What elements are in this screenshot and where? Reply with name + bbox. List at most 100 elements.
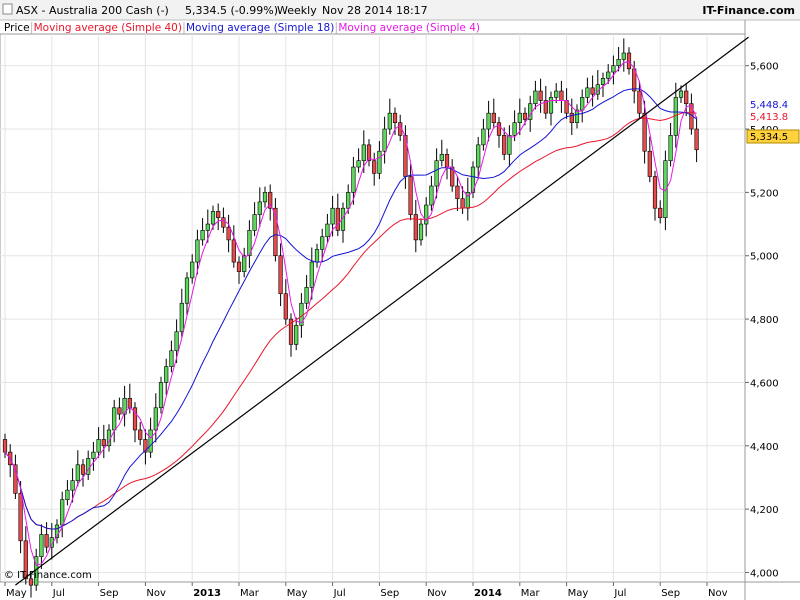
- candle-body: [538, 90, 543, 101]
- price-badge: 5,334.5: [746, 129, 800, 144]
- x-tick-label: Sep: [661, 588, 680, 599]
- badge-bg: [747, 110, 799, 123]
- candle-body: [325, 223, 330, 238]
- candle: [101, 424, 106, 459]
- candle: [444, 148, 450, 180]
- candle-body: [80, 464, 86, 475]
- y-tick-label: 4,400: [750, 442, 779, 453]
- candle: [122, 385, 127, 427]
- candle: [559, 80, 564, 113]
- candle-body: [91, 451, 96, 459]
- candle-body: [626, 52, 632, 70]
- candle: [647, 136, 652, 183]
- candle-body: [164, 366, 169, 383]
- candle: [304, 275, 309, 309]
- candle-body: [408, 176, 413, 215]
- badge-bg: [747, 98, 799, 111]
- candle: [54, 519, 60, 544]
- candle: [621, 38, 626, 72]
- candle: [569, 98, 574, 136]
- candle-body: [44, 534, 49, 548]
- candle-body: [75, 464, 80, 481]
- candle-body: [28, 578, 34, 586]
- candle-body: [678, 90, 684, 98]
- candle-body: [361, 144, 366, 162]
- candle-body: [330, 207, 335, 225]
- candle-body: [283, 293, 288, 320]
- candle-body: [366, 144, 372, 162]
- legend-item-0: Price: [4, 22, 30, 34]
- candle-body: [179, 302, 184, 333]
- candle-body: [684, 90, 689, 104]
- trendline-layer: [15, 36, 749, 586]
- candle-body: [559, 90, 564, 101]
- candle: [127, 383, 132, 414]
- candle: [283, 279, 288, 325]
- candle-body: [174, 331, 179, 352]
- candle: [580, 89, 585, 123]
- candle: [294, 317, 299, 351]
- candle: [455, 175, 460, 212]
- candle: [496, 116, 502, 148]
- candle-body: [184, 277, 190, 304]
- candle: [424, 197, 429, 237]
- candle-body: [621, 52, 626, 60]
- badge-label: 5,334.5: [750, 132, 788, 143]
- candle-body: [694, 128, 699, 151]
- candle: [564, 88, 569, 119]
- candle-body: [236, 261, 242, 272]
- candle-body: [18, 493, 23, 542]
- y-tick-label: 4,600: [750, 378, 779, 389]
- candle: [392, 107, 398, 136]
- candle-body: [387, 112, 392, 130]
- candle-body: [642, 112, 647, 152]
- candle: [143, 429, 148, 465]
- badge-label: 5,448.4: [750, 100, 788, 111]
- candle: [366, 139, 372, 167]
- candle-body: [580, 97, 585, 111]
- candle-body: [356, 160, 361, 168]
- candle: [247, 220, 252, 269]
- candle: [112, 399, 117, 443]
- candle-body: [496, 122, 502, 136]
- candle-body: [554, 90, 559, 98]
- candle-body: [268, 192, 273, 209]
- x-tick-label: Jul: [613, 588, 626, 599]
- candle-body: [221, 217, 226, 228]
- candle: [200, 218, 205, 246]
- candle-body: [658, 207, 663, 219]
- candle: [450, 159, 455, 192]
- candle: [164, 358, 169, 395]
- candle-body: [216, 211, 221, 219]
- candle-body: [101, 439, 106, 447]
- candle: [512, 110, 517, 142]
- candle-body: [200, 230, 205, 241]
- candle: [356, 148, 361, 173]
- x-tick-label: Nov: [427, 588, 447, 599]
- candle: [548, 91, 554, 126]
- candle-body: [507, 135, 512, 155]
- candle-body: [377, 150, 382, 174]
- candle: [377, 141, 382, 180]
- candle: [574, 104, 580, 129]
- candle: [106, 424, 112, 452]
- candle: [611, 55, 616, 85]
- watermark: © IT-Finance.com: [4, 570, 92, 581]
- x-tick-label: Sep: [380, 588, 399, 599]
- candle-body: [502, 135, 507, 155]
- candle: [174, 319, 179, 364]
- candle-body: [413, 214, 418, 241]
- candle-body: [242, 255, 247, 272]
- candle: [600, 72, 606, 98]
- candle: [44, 522, 49, 553]
- legend-item-1: Moving average (Simple 40): [34, 22, 182, 34]
- candle-body: [262, 192, 268, 203]
- ma-40-line: [4, 111, 697, 530]
- candle: [528, 95, 533, 132]
- candle: [242, 247, 247, 278]
- header-bar: [0, 0, 800, 20]
- price-badge: 5,413.8: [747, 110, 799, 123]
- candle: [309, 247, 314, 300]
